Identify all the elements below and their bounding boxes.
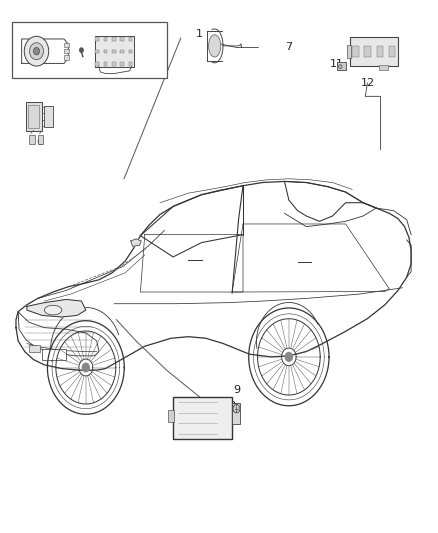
Bar [64, 49, 69, 53]
Text: 9: 9 [233, 385, 240, 395]
Text: 1: 1 [196, 29, 203, 39]
Bar [95, 62, 99, 66]
Bar [44, 106, 53, 127]
Text: 11: 11 [330, 60, 344, 69]
Bar [389, 46, 396, 56]
Text: 10: 10 [374, 37, 388, 47]
Bar [129, 62, 132, 66]
Text: 7: 7 [285, 43, 293, 52]
Bar [377, 46, 383, 56]
Bar [352, 46, 359, 56]
Circle shape [82, 364, 89, 372]
Text: 3: 3 [36, 61, 43, 70]
Bar [120, 50, 124, 53]
Text: 4: 4 [85, 61, 92, 70]
Circle shape [33, 47, 39, 55]
Bar [25, 102, 42, 132]
Bar [347, 45, 351, 58]
Bar [95, 37, 99, 41]
Circle shape [233, 405, 240, 413]
Bar [64, 55, 69, 60]
Circle shape [24, 36, 49, 66]
Bar [129, 37, 132, 41]
Bar [337, 62, 346, 70]
Bar [364, 46, 371, 56]
Bar [104, 62, 107, 66]
Bar [29, 135, 35, 144]
Bar [120, 62, 124, 66]
Ellipse shape [208, 35, 221, 57]
Bar [350, 37, 398, 66]
Circle shape [80, 48, 83, 52]
Polygon shape [27, 300, 86, 317]
Circle shape [285, 352, 293, 361]
Bar [28, 105, 39, 128]
Bar [173, 397, 232, 439]
Bar [95, 50, 99, 53]
Bar [95, 36, 134, 67]
Bar [120, 37, 124, 41]
Bar [104, 50, 107, 53]
Text: 8: 8 [229, 401, 236, 411]
Bar [38, 135, 43, 144]
Text: 12: 12 [360, 78, 374, 88]
Bar [112, 62, 116, 66]
Bar [12, 22, 166, 78]
Bar [379, 64, 388, 70]
Circle shape [29, 43, 43, 60]
Ellipse shape [44, 305, 62, 315]
Text: 2: 2 [126, 55, 133, 65]
Circle shape [339, 64, 342, 69]
Text: 5: 5 [27, 112, 34, 123]
Bar [42, 349, 66, 360]
Bar [168, 409, 174, 422]
Bar [232, 403, 240, 424]
Bar [64, 43, 69, 47]
Bar [104, 37, 107, 41]
Bar [129, 50, 132, 53]
Polygon shape [131, 239, 141, 246]
Bar [29, 345, 40, 352]
Bar [112, 37, 116, 41]
Text: 6: 6 [36, 136, 43, 147]
Bar [112, 50, 116, 53]
